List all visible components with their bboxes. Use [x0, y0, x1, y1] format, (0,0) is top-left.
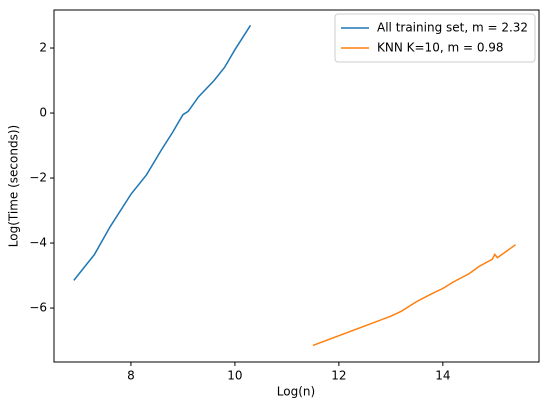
y-tick-label: −6	[29, 301, 47, 315]
y-tick-label: 0	[39, 106, 47, 120]
x-tick-label: 10	[227, 369, 242, 383]
legend-box	[334, 13, 536, 63]
legend-label: All training set, m = 2.32	[377, 21, 528, 35]
x-tick-label: 12	[331, 369, 346, 383]
x-tick-label: 8	[127, 369, 135, 383]
x-axis-label: Log(n)	[277, 385, 315, 399]
series-line	[73, 24, 252, 281]
plot-frame	[53, 9, 540, 363]
y-tick-label: 2	[39, 41, 47, 55]
y-axis-label: Log(Time (seconds))	[7, 125, 21, 247]
series-line	[312, 244, 517, 347]
y-tick-label: −4	[29, 236, 47, 250]
legend-label: KNN K=10, m = 0.98	[377, 41, 504, 55]
x-tick-label: 14	[435, 369, 450, 383]
y-tick-label: −2	[29, 171, 47, 185]
